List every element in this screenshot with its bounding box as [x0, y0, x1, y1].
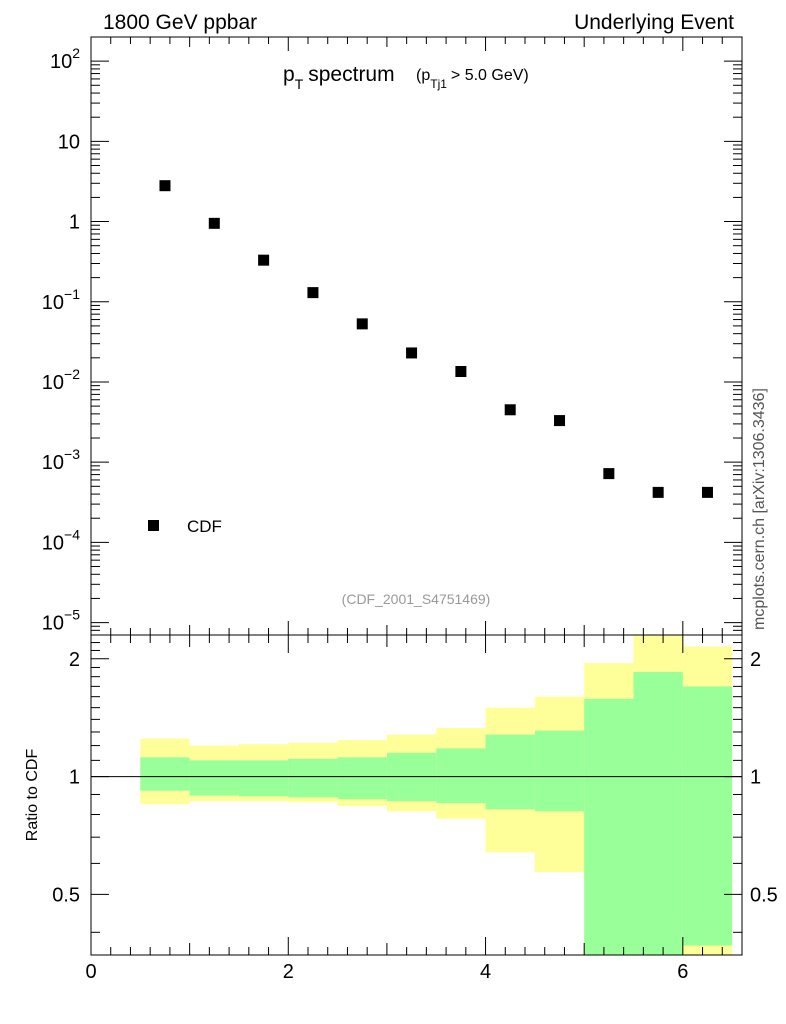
ratio-ylabel: Ratio to CDF — [24, 749, 41, 842]
data-point — [652, 486, 664, 498]
y-tick-base: 10 — [42, 292, 64, 314]
y-tick-exp: −3 — [64, 446, 80, 462]
ratio-inner-band — [485, 734, 535, 810]
y-tick-label: 1 — [69, 212, 80, 234]
data-point — [603, 468, 615, 480]
data-point — [455, 366, 467, 378]
y-tick-exp: −1 — [64, 286, 80, 302]
y-tick-base: 10 — [42, 532, 64, 554]
data-point — [356, 318, 368, 330]
x-tick-label: 6 — [677, 961, 688, 983]
ratio-frame — [90, 634, 743, 956]
data-point — [258, 254, 270, 266]
ratio-inner-band — [288, 758, 338, 798]
data-point — [208, 217, 220, 229]
ratio-y-tick-label-right: 0.5 — [750, 884, 778, 906]
ratio-inner-band — [140, 757, 190, 791]
y-tick-base: 10 — [50, 51, 72, 73]
ratio-y-tick-label-left: 1 — [69, 767, 80, 789]
main-frame — [90, 36, 743, 636]
ratio-y-tick-label-right: 2 — [750, 649, 761, 671]
ratio-inner-band — [337, 757, 387, 800]
ratio-y-tick-label-left: 2 — [69, 649, 80, 671]
y-tick-label: 10−2 — [42, 366, 80, 394]
y-tick-label: 10−5 — [42, 607, 80, 635]
y-tick-exp: −2 — [64, 366, 80, 382]
analysis-id: (CDF_2001_S4751469) — [342, 591, 491, 607]
data-point — [554, 415, 566, 427]
ratio-y-tick-labels: 0.5 0.5 1 1 2 2 — [52, 649, 778, 907]
y-tick-label: 10−4 — [42, 526, 80, 554]
data-point — [504, 404, 516, 416]
y-tick-exp: 2 — [72, 45, 80, 61]
title-p-sub: T — [295, 76, 304, 92]
title-p: p — [283, 63, 295, 86]
data-points — [159, 180, 713, 498]
x-tick-label: 2 — [283, 961, 294, 983]
y-tick-exp: −4 — [64, 526, 80, 542]
ratio-inner-band — [584, 698, 634, 955]
ratio-inner-band — [633, 672, 683, 955]
data-point — [159, 180, 171, 192]
ratio-ticks — [90, 635, 743, 955]
legend-marker — [148, 520, 159, 531]
plot-title-cut: (pTj1 > 5.0 GeV) — [416, 67, 529, 91]
y-tick-exp: −5 — [64, 607, 80, 623]
main-ticks — [90, 36, 743, 636]
data-point — [406, 347, 418, 359]
x-tick-label: 0 — [85, 961, 96, 983]
header-right: Underlying Event — [574, 11, 734, 34]
cut-p: (p — [416, 67, 430, 84]
side-label: mcplots.cern.ch [arXiv:1306.3436] — [751, 388, 768, 630]
y-tick-label: 102 — [50, 45, 80, 73]
y-tick-label: 10 — [58, 131, 80, 153]
title-spectrum: spectrum — [308, 63, 394, 86]
y-tick-base: 10 — [42, 613, 64, 635]
ratio-y-tick-label-left: 0.5 — [52, 884, 80, 906]
ratio-inner-band — [534, 730, 585, 812]
header-left: 1800 GeV ppbar — [103, 11, 257, 34]
x-tick-label: 4 — [480, 961, 491, 983]
ratio-inner-band — [238, 760, 289, 797]
y-tick-label: 10−3 — [42, 446, 80, 474]
cut-rest: > 5.0 GeV) — [451, 67, 529, 84]
y-tick-base: 10 — [42, 452, 64, 474]
data-point — [701, 486, 713, 498]
cut-sub: Tj1 — [430, 77, 447, 91]
ratio-y-tick-label-right: 1 — [750, 767, 761, 789]
x-tick-labels: 0 2 4 6 — [85, 961, 688, 983]
data-point — [307, 287, 319, 299]
ratio-bands — [140, 635, 733, 955]
legend-label: CDF — [187, 517, 222, 536]
ratio-inner-band — [682, 686, 733, 946]
y-tick-label: 10−1 — [42, 286, 80, 314]
ratio-panel: 0.5 0.5 1 1 2 2 0 2 4 6 Ratio to CDF — [24, 634, 778, 983]
ratio-inner-band — [189, 760, 239, 796]
y-tick-base: 10 — [42, 372, 64, 394]
plot-title: pT spectrum — [283, 63, 395, 92]
ratio-inner-band — [436, 748, 486, 804]
